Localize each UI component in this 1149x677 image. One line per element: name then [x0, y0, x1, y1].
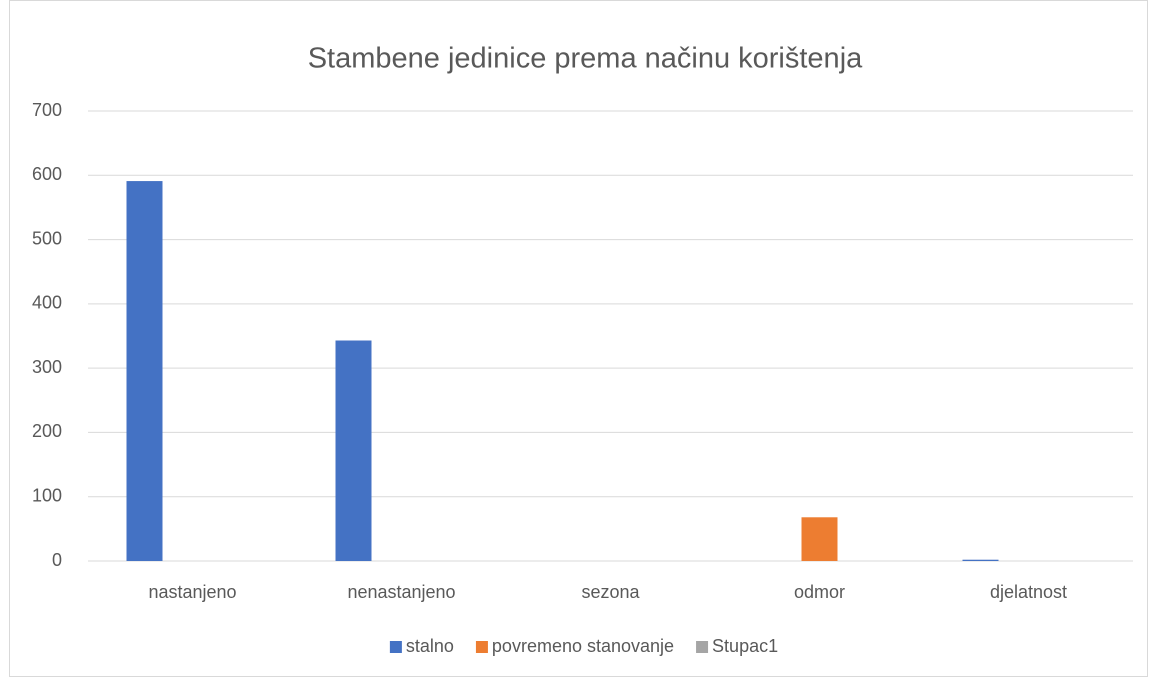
y-tick-label: 700 — [32, 100, 62, 120]
chart-title: Stambene jedinice prema načinu korištenj… — [308, 43, 863, 75]
y-tick-label: 600 — [32, 164, 62, 184]
legend-label: stalno — [406, 636, 454, 656]
legend-label: povremeno stanovanje — [492, 636, 674, 656]
x-tick-label: nastanjeno — [148, 582, 236, 602]
x-tick-label: djelatnost — [990, 582, 1067, 602]
x-tick-label: odmor — [794, 582, 845, 602]
legend-swatch — [475, 641, 488, 653]
y-tick-label: 100 — [32, 485, 62, 505]
x-tick-label: nenastanjeno — [347, 582, 455, 602]
bar — [335, 340, 372, 561]
bar — [801, 517, 838, 561]
bar — [126, 181, 163, 562]
y-tick-label: 500 — [32, 228, 62, 248]
y-tick-label: 0 — [52, 550, 62, 570]
legend-label: Stupac1 — [712, 636, 778, 656]
legend-swatch — [696, 641, 709, 653]
y-tick-label: 300 — [32, 357, 62, 377]
y-tick-label: 400 — [32, 293, 62, 313]
legend-swatch — [389, 641, 402, 653]
y-tick-label: 200 — [32, 421, 62, 441]
bar — [962, 559, 999, 561]
x-tick-label: sezona — [581, 582, 640, 602]
chart-frame — [9, 0, 1148, 677]
